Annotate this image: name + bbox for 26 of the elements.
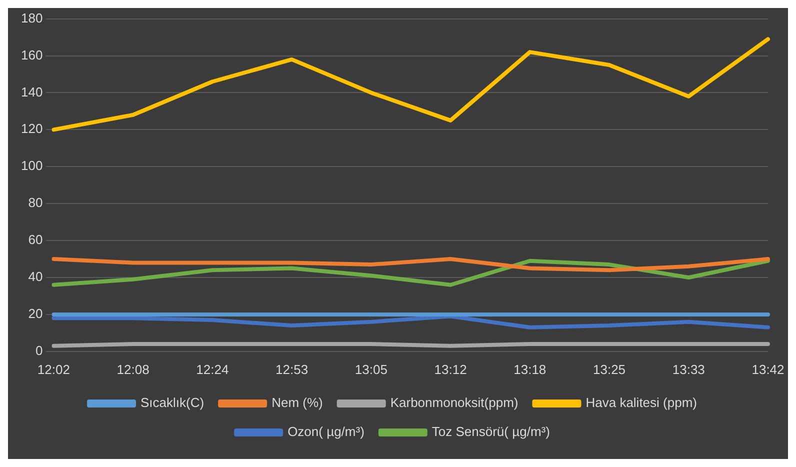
- x-tick-label: 13:33: [672, 362, 705, 377]
- x-tick-label: 13:05: [354, 362, 388, 377]
- x-tick-label: 12:24: [196, 362, 229, 377]
- x-tick-label: 13:25: [592, 362, 626, 377]
- legend-label: Nem (%): [272, 395, 323, 410]
- legend-label: Ozon( µg/m³): [288, 424, 364, 440]
- legend-label: Hava kalitesi (ppm): [586, 395, 697, 410]
- x-tick-label: 12:08: [116, 362, 150, 377]
- y-tick-label: 0: [35, 342, 43, 358]
- x-tick-label: 12:53: [276, 362, 308, 377]
- y-tick-label: 80: [28, 195, 43, 210]
- x-tick-label: 13:18: [514, 362, 546, 377]
- y-tick-label: 20: [28, 306, 43, 322]
- x-tick-label: 13:12: [434, 362, 467, 377]
- y-tick-label: 160: [20, 47, 43, 62]
- legend-label: Karbonmonoksit(ppm): [390, 395, 518, 410]
- y-tick-label: 40: [28, 269, 43, 284]
- y-tick-label: 100: [20, 158, 43, 174]
- y-tick-label: 60: [28, 232, 43, 248]
- y-tick-label: 180: [20, 10, 43, 26]
- x-tick-label: 13:42: [752, 362, 784, 377]
- y-tick-label: 140: [20, 84, 43, 100]
- y-tick-label: 120: [20, 121, 43, 136]
- x-tick-label: 12:02: [37, 362, 70, 377]
- legend-label: Sıcaklık(C): [140, 395, 204, 410]
- legend-label: Toz Sensörü( µg/m³): [432, 424, 550, 440]
